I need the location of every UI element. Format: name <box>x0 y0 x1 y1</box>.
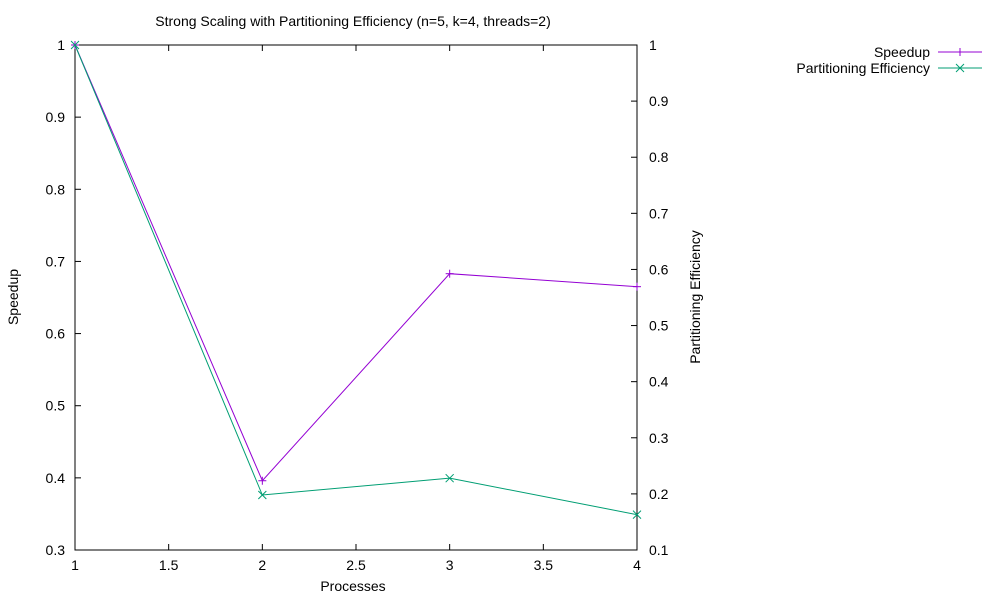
y2-axis: 0.1 0.2 0.3 0.4 0.5 0.6 0.7 0.8 0.9 1 <box>631 37 669 558</box>
data-point-speedup <box>633 282 641 291</box>
x-tick-label: 4 <box>633 557 641 573</box>
x-axis: 1 1.5 2 2.5 3 3.5 4 <box>71 45 641 573</box>
legend-label: Speedup <box>874 44 930 60</box>
x-tick-label: 3 <box>446 557 454 573</box>
y-tick-label: 0.7 <box>46 253 66 269</box>
x-tick-label: 2.5 <box>346 557 366 573</box>
y-tick-label: 0.9 <box>46 109 66 125</box>
x-tick-label: 1 <box>71 557 79 573</box>
y2-tick-label: 0.3 <box>649 430 669 446</box>
data-point-partitioning-efficiency <box>632 510 642 520</box>
y2-tick-label: 0.6 <box>649 261 669 277</box>
x-axis-label: Processes <box>320 578 385 594</box>
data-point-partitioning-efficiency <box>257 490 267 500</box>
y2-tick-label: 0.4 <box>649 374 669 390</box>
chart-title: Strong Scaling with Partitioning Efficie… <box>155 13 550 29</box>
y-axis: 0.3 0.4 0.5 0.6 0.7 0.8 0.9 1 <box>46 37 81 558</box>
y-tick-label: 0.3 <box>46 542 66 558</box>
x-tick-label: 2 <box>258 557 266 573</box>
y2-tick-label: 0.8 <box>649 149 669 165</box>
x-tick-label: 3.5 <box>534 557 554 573</box>
series-line-partitioning-efficiency <box>74 44 638 516</box>
y-axis-label: Speedup <box>5 269 21 325</box>
y2-tick-label: 0.7 <box>649 205 669 221</box>
y-tick-label: 0.4 <box>46 470 66 486</box>
y2-tick-label: 0.9 <box>649 93 669 109</box>
y2-tick-label: 0.1 <box>649 542 669 558</box>
legend-marker <box>956 48 964 56</box>
data-point-partitioning-efficiency <box>70 40 80 50</box>
y-tick-label: 1 <box>57 37 65 53</box>
data-point-speedup <box>445 269 454 278</box>
plot-frame <box>74 44 638 551</box>
y2-tick-label: 0.5 <box>649 318 669 334</box>
data-point-partitioning-efficiency <box>445 473 455 483</box>
legend-label: Partitioning Efficiency <box>796 60 930 76</box>
y-tick-label: 0.5 <box>46 398 66 414</box>
y-tick-label: 0.8 <box>46 181 66 197</box>
y2-tick-label: 0.2 <box>649 486 669 502</box>
y-tick-label: 0.6 <box>46 326 66 342</box>
x-tick-label: 1.5 <box>159 557 179 573</box>
legend-marker <box>955 63 965 73</box>
series-line-speedup <box>74 44 638 482</box>
y2-tick-label: 1 <box>649 37 657 53</box>
y2-axis-label: Partitioning Efficiency <box>687 230 703 364</box>
series-layer <box>70 40 642 520</box>
data-point-speedup <box>258 476 267 485</box>
